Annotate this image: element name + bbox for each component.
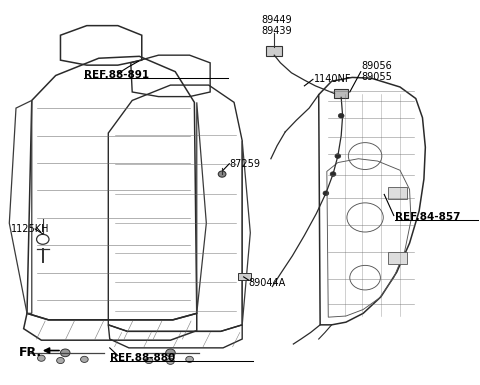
FancyBboxPatch shape: [387, 187, 407, 199]
Circle shape: [330, 172, 336, 176]
Circle shape: [37, 355, 45, 361]
Circle shape: [167, 358, 174, 364]
Circle shape: [57, 357, 64, 363]
Circle shape: [186, 356, 193, 362]
FancyBboxPatch shape: [239, 273, 251, 280]
FancyBboxPatch shape: [334, 89, 348, 98]
Text: REF.84-857: REF.84-857: [395, 213, 461, 223]
Text: 87259: 87259: [229, 159, 260, 169]
Circle shape: [218, 171, 226, 177]
Text: 1140NF: 1140NF: [314, 74, 351, 84]
Text: 1125KH: 1125KH: [11, 224, 50, 234]
FancyBboxPatch shape: [387, 252, 407, 264]
Text: REF.88-880: REF.88-880: [110, 353, 175, 363]
Circle shape: [323, 191, 329, 196]
Text: 89056
89055: 89056 89055: [362, 61, 393, 82]
Circle shape: [81, 356, 88, 362]
Circle shape: [166, 349, 175, 357]
Circle shape: [60, 349, 70, 357]
Text: 89044A: 89044A: [249, 278, 286, 288]
Circle shape: [335, 154, 341, 158]
Circle shape: [338, 114, 344, 118]
Text: REF.88-891: REF.88-891: [84, 70, 149, 80]
FancyBboxPatch shape: [265, 46, 282, 55]
Text: 89449
89439: 89449 89439: [262, 15, 292, 37]
Text: FR.: FR.: [19, 346, 42, 359]
Circle shape: [145, 357, 153, 363]
